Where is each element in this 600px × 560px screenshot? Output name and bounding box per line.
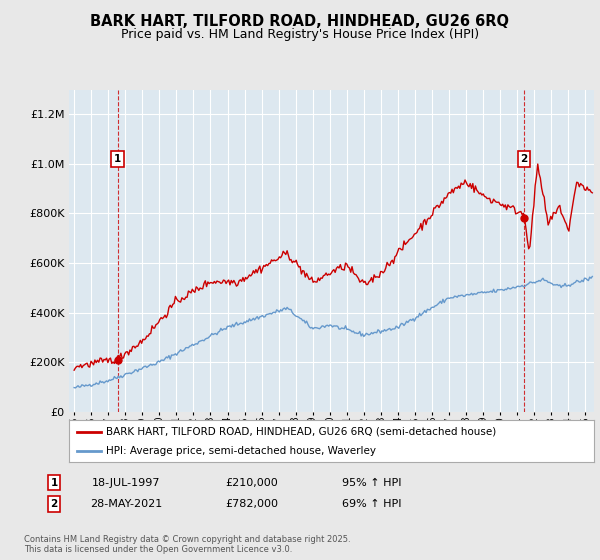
Text: £210,000: £210,000 <box>226 478 278 488</box>
Text: Price paid vs. HM Land Registry's House Price Index (HPI): Price paid vs. HM Land Registry's House … <box>121 28 479 41</box>
Text: 69% ↑ HPI: 69% ↑ HPI <box>342 499 402 509</box>
Text: BARK HART, TILFORD ROAD, HINDHEAD, GU26 6RQ (semi-detached house): BARK HART, TILFORD ROAD, HINDHEAD, GU26 … <box>106 427 496 437</box>
Text: 2: 2 <box>50 499 58 509</box>
Text: 95% ↑ HPI: 95% ↑ HPI <box>342 478 402 488</box>
Text: 1: 1 <box>114 154 121 164</box>
Text: £782,000: £782,000 <box>226 499 278 509</box>
Text: 1: 1 <box>50 478 58 488</box>
Text: 28-MAY-2021: 28-MAY-2021 <box>90 499 162 509</box>
Text: 2: 2 <box>520 154 528 164</box>
Text: HPI: Average price, semi-detached house, Waverley: HPI: Average price, semi-detached house,… <box>106 446 376 456</box>
Text: BARK HART, TILFORD ROAD, HINDHEAD, GU26 6RQ: BARK HART, TILFORD ROAD, HINDHEAD, GU26 … <box>91 14 509 29</box>
Text: 18-JUL-1997: 18-JUL-1997 <box>92 478 160 488</box>
Text: Contains HM Land Registry data © Crown copyright and database right 2025.
This d: Contains HM Land Registry data © Crown c… <box>24 535 350 554</box>
